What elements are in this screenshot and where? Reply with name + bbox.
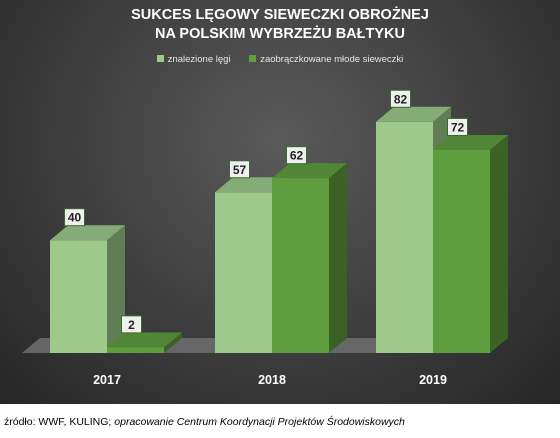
chart-plot: 40 2 2017 57 62 2018 82 72 2019 — [22, 89, 508, 387]
data-label-2019-s1: 72 — [451, 120, 465, 134]
data-label-box-2018-s0 — [229, 160, 250, 179]
bar-top-2017-s1 — [107, 332, 182, 348]
bar-top-2019-s1 — [433, 134, 508, 150]
bar-2018-s1 — [272, 178, 329, 353]
chart-title: SUKCES LĘGOWY SIEWECZKI OBROŻNEJ NA POLS… — [0, 6, 560, 44]
bar-2017-s0 — [50, 240, 107, 353]
data-label-box-2018-s1 — [286, 146, 307, 165]
legend-swatch-ringed-chicks — [249, 55, 257, 62]
bar-2019-s1 — [433, 149, 490, 353]
bar-top-2018-s1 — [272, 163, 347, 179]
data-label-2018-s0: 57 — [233, 163, 247, 177]
data-label-box-2019-s0 — [390, 89, 411, 108]
chart-title-line-2: NA POLSKIM WYBRZEŻU BAŁTYKU — [155, 26, 405, 42]
bar-top-2017-s0 — [50, 225, 125, 241]
data-label-box-2017-s1 — [121, 315, 142, 334]
legend-swatch-found-nests — [156, 55, 164, 62]
data-label-box-2019-s1 — [447, 117, 468, 136]
source-italic: opracowanie Centrum Koordynacji Projektó… — [114, 416, 405, 428]
bar-top-2018-s0 — [215, 177, 290, 193]
bar-2019-s0 — [376, 121, 433, 353]
x-tick-label-2019: 2019 — [419, 373, 447, 387]
x-tick-label-2017: 2017 — [93, 373, 121, 387]
legend-label-found-nests: znalezione lęgi — [167, 54, 231, 65]
bar-2017-s1 — [107, 347, 164, 353]
bar-side-2018-s1 — [329, 163, 347, 353]
bar-side-2017-s0 — [107, 225, 125, 353]
data-label-2018-s1: 62 — [290, 149, 304, 163]
legend-item-found-nests: znalezione lęgi — [156, 54, 231, 65]
data-label-2019-s0: 82 — [394, 92, 408, 106]
bar-side-2017-s1 — [164, 332, 182, 353]
source-note: źródło: WWF, KULING; opracowanie Centrum… — [4, 416, 556, 428]
chart-legend: znalezione lęgi zaobrączkowane młode sie… — [0, 54, 560, 65]
chart-title-line-1: SUKCES LĘGOWY SIEWECZKI OBROŻNEJ — [131, 7, 429, 23]
data-label-2017-s1: 2 — [128, 318, 135, 332]
legend-item-ringed-chicks: zaobrączkowane młode sieweczki — [249, 54, 403, 65]
legend-label-ringed-chicks: zaobrączkowane młode sieweczki — [260, 54, 404, 65]
bar-top-2019-s0 — [376, 106, 451, 122]
bar-side-2019-s1 — [490, 134, 508, 353]
source-prefix: źródło: WWF, KULING; — [4, 416, 115, 428]
bar-2018-s0 — [215, 192, 272, 353]
data-label-2017-s0: 40 — [68, 211, 82, 225]
x-tick-label-2018: 2018 — [258, 373, 286, 387]
data-label-box-2017-s0 — [64, 208, 85, 227]
